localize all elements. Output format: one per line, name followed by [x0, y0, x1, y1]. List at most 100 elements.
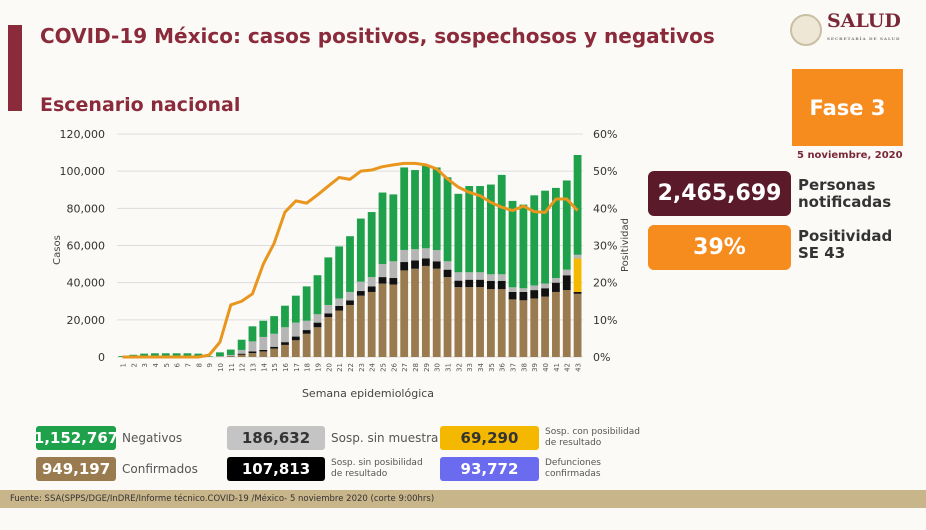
x-tick-label: 12 [239, 363, 247, 372]
bar-sin_posibilidad [313, 322, 322, 328]
bar-sin_muestra [237, 349, 246, 354]
bar-confirmados [259, 351, 268, 357]
bar-negativos [194, 353, 203, 357]
x-tick-label: 7 [184, 363, 192, 367]
bar-negativos [389, 194, 398, 262]
bar-negativos [497, 174, 506, 275]
bar-sin_posibilidad [476, 279, 484, 288]
bar-confirmados [454, 287, 463, 357]
bar-confirmados [486, 289, 495, 357]
bar-sin_posibilidad [237, 353, 246, 355]
x-tick-label: 19 [314, 363, 322, 372]
bar-sin_muestra [302, 320, 311, 331]
bar-sin_posibilidad [519, 291, 528, 301]
bar-negativos [541, 190, 549, 284]
x-tick-label: 33 [466, 363, 474, 372]
bar-negativos [530, 195, 539, 286]
bar-negativos [400, 167, 409, 250]
bar-sin_posibilidad [291, 336, 300, 341]
y-tick-label: 20,000 [67, 314, 106, 327]
y-axis-label: Casos [52, 235, 63, 265]
bar-confirmados [313, 327, 322, 357]
y2-tick-label: 10% [593, 314, 617, 327]
x-tick-label: 40 [542, 363, 550, 372]
bar-confirmados [573, 293, 582, 357]
bar-sin_muestra [530, 285, 539, 291]
label-line: notificadas [798, 193, 892, 211]
y-tick-label: 80,000 [67, 202, 106, 215]
bar-negativos [161, 353, 170, 357]
bar-negativos [367, 212, 376, 278]
x-axis-label: Semana epidemiológica [302, 387, 434, 400]
bar-sin_posibilidad [411, 260, 419, 269]
bar-confirmados [356, 295, 365, 357]
bar-sin_muestra [346, 291, 354, 301]
bar-confirmados [443, 277, 452, 357]
label-line: Sosp. con posibilidad [545, 427, 640, 437]
x-tick-label: 27 [401, 363, 409, 372]
x-tick-label: 30 [434, 363, 442, 372]
bar-sin_muestra [519, 288, 528, 292]
report-date: 5 noviembre, 2020 [797, 150, 903, 161]
con-posibilidad-label: Sosp. con posibilidad de resultado [545, 427, 640, 449]
bar-sin_muestra [573, 254, 582, 259]
bar-negativos [486, 184, 495, 275]
x-tick-label: 32 [455, 363, 463, 372]
bar-sin_muestra [324, 304, 333, 314]
bar-confirmados [562, 290, 571, 357]
bar-negativos [573, 154, 582, 255]
label-line: Sosp. sin posibilidad [331, 458, 423, 468]
bar-negativos [216, 352, 224, 357]
bar-sin_muestra [378, 264, 387, 278]
bar-confirmados [378, 283, 387, 357]
y2-tick-label: 20% [593, 277, 617, 290]
x-tick-label: 21 [336, 363, 344, 372]
bar-sin_posibilidad [378, 277, 387, 284]
x-tick-label: 42 [564, 363, 572, 372]
bar-negativos [226, 349, 235, 355]
bar-sin_posibilidad [443, 269, 452, 278]
bar-confirmados [476, 287, 484, 357]
bar-sin_posibilidad [530, 290, 539, 299]
x-tick-label: 31 [445, 363, 453, 372]
bar-sin_posibilidad [281, 342, 289, 345]
x-tick-label: 25 [380, 363, 388, 372]
bar-sin_posibilidad [508, 291, 517, 300]
bar-confirmados [291, 340, 300, 357]
x-tick-label: 5 [163, 363, 171, 367]
bar-sin_posibilidad [270, 346, 279, 349]
bar-sin_muestra [508, 287, 517, 292]
x-tick-label: 3 [141, 363, 149, 367]
bar-sin_muestra [291, 322, 300, 337]
bar-negativos [140, 353, 148, 357]
sin-posibilidad-value: 107,813 [227, 457, 325, 481]
bar-negativos [259, 320, 268, 337]
bar-sin_posibilidad [389, 278, 398, 285]
fase-badge: Fase 3 [792, 69, 903, 146]
bar-sin_posibilidad [367, 286, 376, 292]
y2-axis-label: Positividad [620, 218, 631, 272]
bar-confirmados [552, 291, 560, 357]
legend-confirmados: 949,197 Confirmados [36, 457, 198, 481]
bar-negativos [432, 167, 441, 251]
bar-sin_muestra [411, 249, 419, 261]
bar-sin_posibilidad [346, 300, 354, 305]
bar-sin_muestra [476, 272, 484, 280]
bar-confirmados [508, 299, 517, 357]
bar-negativos [237, 339, 246, 350]
bar-sin_posibilidad [302, 330, 311, 334]
bar-confirmados [411, 268, 419, 357]
bar-confirmados [302, 333, 311, 357]
bar-sin_muestra [389, 261, 398, 279]
bar-negativos [476, 186, 484, 273]
bar-confirmados [530, 298, 539, 357]
negativos-value: 1,152,767 [34, 426, 118, 450]
bar-sin_muestra [216, 356, 224, 357]
bar-sin_muestra [400, 249, 409, 263]
bar-sin_posibilidad [465, 279, 474, 288]
bar-negativos [205, 356, 214, 357]
bar-negativos [270, 316, 279, 334]
x-tick-label: 26 [390, 362, 398, 371]
bar-negativos [346, 236, 354, 292]
bar-confirmados [519, 300, 528, 357]
